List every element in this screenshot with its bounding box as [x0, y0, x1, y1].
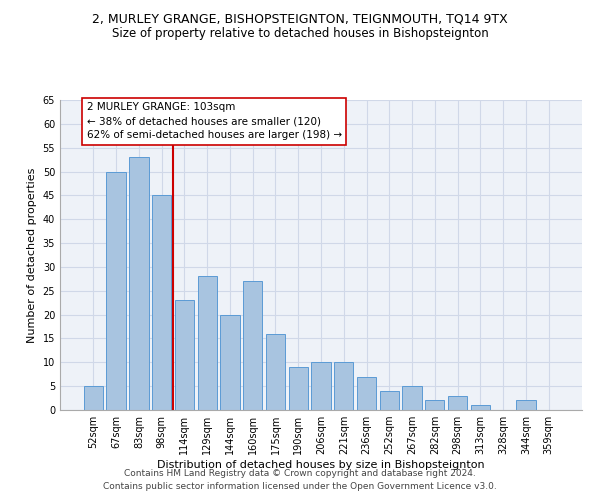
Bar — [516, 400, 536, 410]
Bar — [175, 300, 194, 410]
Y-axis label: Number of detached properties: Number of detached properties — [27, 168, 37, 342]
Text: 2, MURLEY GRANGE, BISHOPSTEIGNTON, TEIGNMOUTH, TQ14 9TX: 2, MURLEY GRANGE, BISHOPSTEIGNTON, TEIGN… — [92, 12, 508, 26]
Text: Contains public sector information licensed under the Open Government Licence v3: Contains public sector information licen… — [103, 482, 497, 491]
Bar — [152, 196, 172, 410]
Bar — [243, 281, 262, 410]
Bar — [448, 396, 467, 410]
X-axis label: Distribution of detached houses by size in Bishopsteignton: Distribution of detached houses by size … — [157, 460, 485, 470]
Bar — [334, 362, 353, 410]
Bar — [84, 386, 103, 410]
Text: 2 MURLEY GRANGE: 103sqm
← 38% of detached houses are smaller (120)
62% of semi-d: 2 MURLEY GRANGE: 103sqm ← 38% of detache… — [86, 102, 341, 141]
Bar — [266, 334, 285, 410]
Bar — [403, 386, 422, 410]
Bar — [311, 362, 331, 410]
Bar — [197, 276, 217, 410]
Text: Contains HM Land Registry data © Crown copyright and database right 2024.: Contains HM Land Registry data © Crown c… — [124, 468, 476, 477]
Bar — [470, 405, 490, 410]
Bar — [220, 314, 239, 410]
Text: Size of property relative to detached houses in Bishopsteignton: Size of property relative to detached ho… — [112, 28, 488, 40]
Bar — [289, 367, 308, 410]
Bar — [380, 391, 399, 410]
Bar — [129, 157, 149, 410]
Bar — [106, 172, 126, 410]
Bar — [425, 400, 445, 410]
Bar — [357, 376, 376, 410]
